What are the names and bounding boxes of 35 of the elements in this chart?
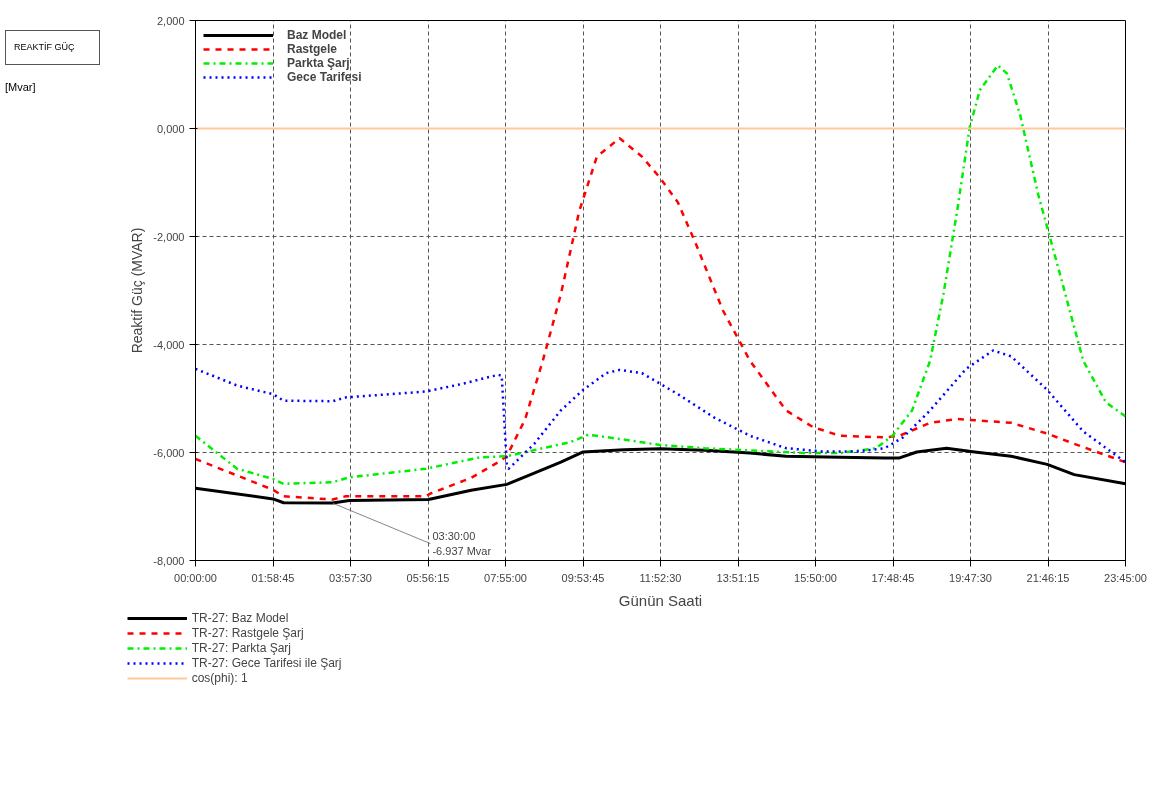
text: [Mvar] <box>5 79 36 95</box>
y-tick-label: 2,000 <box>156 14 185 27</box>
annotation: 03:30:00 -6.937 Mvar <box>432 530 492 557</box>
x-tick-label: 05:56:15 <box>406 571 450 584</box>
line-series <box>195 349 1126 470</box>
annotation: Baz Model <box>287 28 347 42</box>
y-tick-label: -6,000 <box>153 446 185 459</box>
annotation: Gece Tarifesi <box>287 70 362 84</box>
y-tick-label: -2,000 <box>153 230 185 243</box>
legend-label: TR-27: Gece Tarifesi ile Şarj <box>191 656 342 670</box>
x-tick-label: 23:45:00 <box>1104 571 1147 584</box>
x-tick-label: 17:48:45 <box>871 571 915 584</box>
x-tick-label: 11:52:30 <box>639 571 682 584</box>
text: cos(phi): 1 <box>191 671 248 685</box>
x-tick-label: 03:57:30 <box>329 571 372 584</box>
x-tick-label: 01:58:45 <box>251 571 295 584</box>
legend-label: TR-27: Parkta Şarj <box>191 641 292 655</box>
y-tick-label: -4,000 <box>153 338 185 351</box>
x-tick-label: 13:51:15 <box>716 571 760 584</box>
legend-label: TR-27: Baz Model <box>191 611 289 625</box>
legend-label: TR-27: Rastgele Şarj <box>191 626 304 640</box>
annotation: Parkta Şarj <box>287 56 350 70</box>
x-tick-label: 09:53:45 <box>561 571 605 584</box>
x-tick-label: 15:50:00 <box>794 571 837 584</box>
text: REAKTİF GÜÇ <box>14 41 75 54</box>
y-tick-label: 0,000 <box>156 122 185 135</box>
x-tick-label: 21:46:15 <box>1026 571 1070 584</box>
annotation: Rastgele <box>287 42 338 56</box>
x-axis-title: Günün Saati <box>618 591 703 609</box>
x-tick-label: 19:47:30 <box>949 571 992 584</box>
line-series <box>195 136 1126 501</box>
y-tick-label: -8,000 <box>153 554 185 567</box>
y-axis-title: Reaktif Güç (MVAR) <box>129 227 146 354</box>
x-tick-label: 07:55:00 <box>484 571 527 584</box>
x-tick-label: 00:00:00 <box>174 571 217 584</box>
